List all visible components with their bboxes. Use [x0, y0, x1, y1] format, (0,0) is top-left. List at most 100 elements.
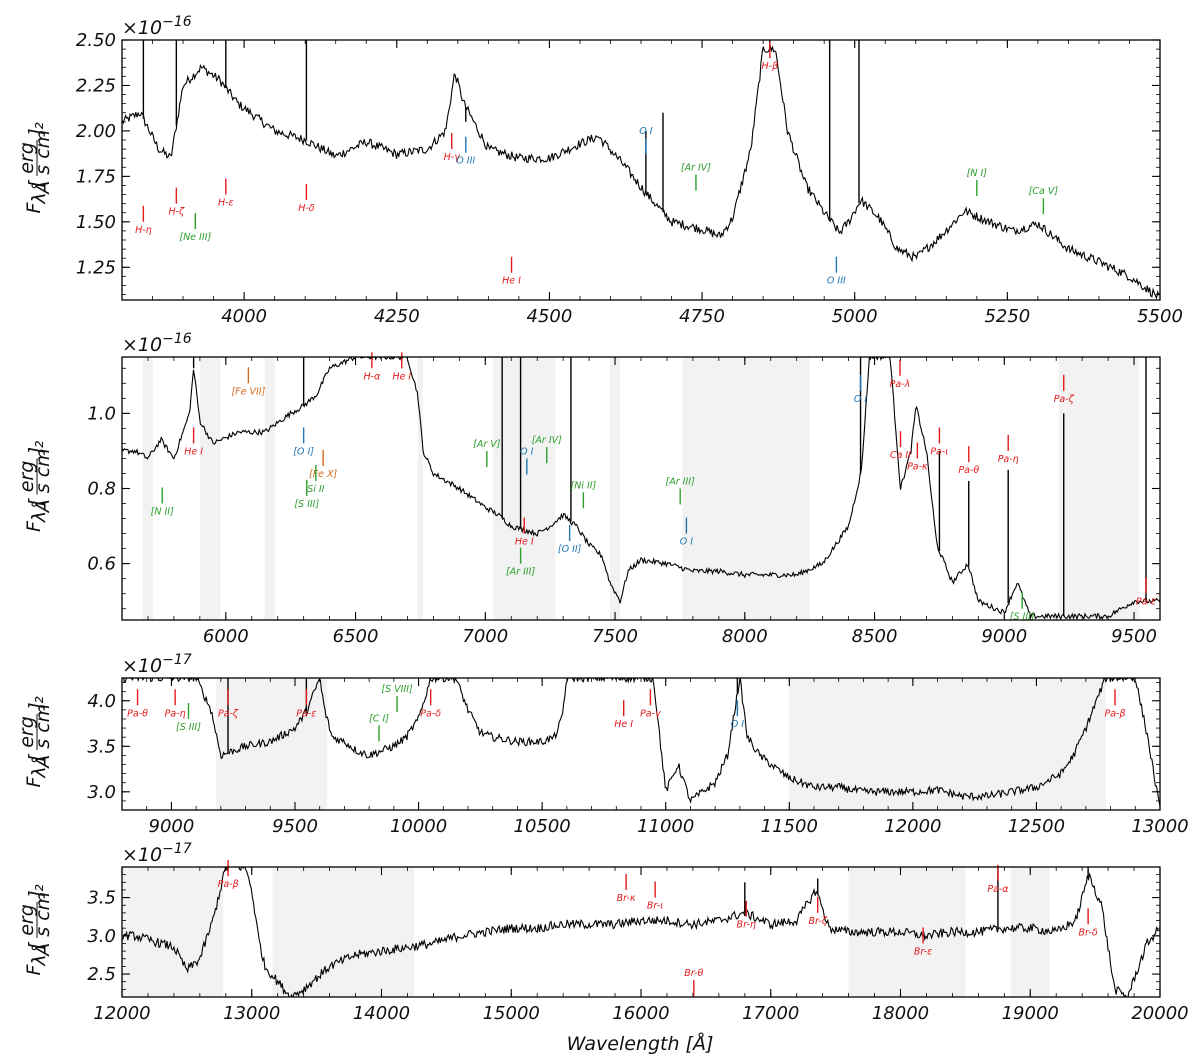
line-label: Pa-γ — [640, 708, 662, 719]
line-label: [Fe VII] — [231, 386, 265, 397]
svg-text:Å s cm²: Å s cm² — [31, 696, 54, 770]
y-tick-label: 2.50 — [76, 30, 116, 51]
line-label: Br-η — [737, 920, 756, 931]
line-label: Br-ι — [647, 901, 664, 912]
line-label: Ca II — [890, 450, 911, 461]
line-label: [Ar III] — [666, 477, 696, 488]
x-tick-label: 5250 — [984, 306, 1030, 327]
line-label: Pa-ε — [296, 708, 316, 719]
line-label: H-β — [762, 61, 779, 72]
line-label: [O II] — [558, 544, 582, 555]
line-label: O I — [854, 394, 867, 405]
masked-region — [789, 678, 1106, 810]
x-tick-label: 12500 — [1008, 816, 1065, 837]
line-label: [Ar III] — [506, 567, 536, 578]
svg-text:]: ] — [25, 447, 47, 455]
masked-region — [609, 357, 621, 620]
spectrum-panel-3: Pa-θ Pa-η [S III] Pa-ζ Pa-ε [C I] [S VIII] Pa-δ… — [16, 652, 1189, 837]
line-label: [S III] — [1010, 612, 1035, 623]
line-label: [Ca V] — [1029, 186, 1059, 197]
x-tick-label: 4750 — [679, 306, 725, 327]
svg-text:F: F — [23, 963, 45, 975]
masked-region — [1010, 867, 1050, 997]
line-label: Pa-θ — [958, 465, 979, 476]
axes-frame — [121, 39, 1161, 301]
x-tick-label: 4250 — [374, 306, 420, 327]
line-label: Br-θ — [684, 968, 703, 979]
spectrum-line — [123, 678, 1160, 807]
line-label: [S III] — [294, 499, 319, 510]
masked-region — [417, 357, 424, 620]
svg-text:[: [ — [25, 498, 47, 506]
y-multiplier: ×10−16 — [122, 14, 192, 39]
masked-region — [493, 357, 556, 620]
y-tick-label: 3.5 — [87, 888, 116, 909]
line-label: O III — [827, 276, 846, 287]
line-label: Pa-θ — [127, 708, 148, 719]
line-label: Pa-η — [165, 708, 186, 719]
x-axis-label: Wavelength [Å] — [567, 1032, 714, 1055]
line-label: Pa-α — [987, 884, 1009, 895]
x-tick-label: 18000 — [872, 1003, 929, 1024]
svg-text:erg: erg — [16, 904, 38, 936]
x-tick-label: 19000 — [1002, 1003, 1059, 1024]
svg-text:Å s cm²: Å s cm² — [31, 440, 54, 514]
x-tick-label: 13000 — [223, 1003, 280, 1024]
spectrum-panel-1: H-η H-ζ H-ε H-δ H-γ H-β O I O III [Ar IV] [Ne III… — [16, 14, 1183, 327]
svg-text:λ: λ — [28, 954, 50, 966]
masked-region — [122, 867, 224, 997]
line-label: O I — [731, 719, 744, 730]
line-label: He I — [392, 371, 411, 382]
line-label: O I — [639, 126, 652, 137]
x-tick-label: 9000 — [149, 816, 195, 837]
x-tick-label: 17000 — [742, 1003, 799, 1024]
x-tick-label: 16000 — [612, 1003, 669, 1024]
svg-text:]: ] — [25, 890, 47, 898]
line-label: He I — [184, 446, 203, 457]
x-tick-label: 6000 — [203, 626, 249, 647]
svg-text:]: ] — [25, 702, 47, 710]
x-tick-label: 7000 — [462, 626, 508, 647]
line-label: H-ε — [218, 198, 234, 209]
line-label: H-α — [363, 371, 381, 382]
x-tick-label: 11500 — [761, 816, 818, 837]
axes-frame — [121, 356, 1161, 621]
line-label: He I — [515, 537, 534, 548]
line-label: Pa-η — [998, 454, 1019, 465]
spectrum-panel-2: [Fe VII]H-α He IHe I[N II][O I][Fe X]Si I… — [16, 331, 1161, 647]
line-label: H-ζ — [168, 207, 185, 218]
masked-region — [682, 357, 810, 620]
x-tick-label: 20000 — [1131, 1003, 1188, 1024]
masked-region — [264, 357, 276, 620]
line-label: Pa-ι — [930, 446, 948, 457]
x-tick-label: 11000 — [637, 816, 694, 837]
spectrum-panel-4: Pa-β Br-κ Br-ι Br-θ Br-η Br-ζ Br-ε Pa-α Br-δ 1200… — [16, 841, 1189, 1024]
line-label: Pa-λ — [890, 379, 911, 390]
line-label: O III — [456, 156, 475, 167]
spectrum-line — [122, 45, 1160, 300]
line-label: [C I] — [369, 713, 389, 724]
svg-text:[: [ — [25, 754, 47, 762]
line-label: Pa-δ — [420, 708, 441, 719]
svg-text:[: [ — [25, 942, 47, 950]
line-label: [Fe X] — [309, 469, 338, 480]
y-tick-label: 3.0 — [87, 782, 116, 803]
x-tick-label: 5000 — [832, 306, 878, 327]
x-tick-label: 9500 — [1111, 626, 1157, 647]
line-label: Pa-ε — [1136, 597, 1156, 608]
line-label: He I — [502, 276, 521, 287]
svg-text:F: F — [23, 201, 45, 213]
x-tick-label: 12000 — [93, 1003, 150, 1024]
line-label: O I — [680, 537, 693, 548]
x-tick-label: 13000 — [1131, 816, 1188, 837]
masked-region — [199, 357, 221, 620]
svg-text:λ: λ — [28, 192, 50, 204]
line-label: [Ar IV] — [681, 163, 711, 174]
svg-text:F: F — [23, 520, 45, 532]
line-label: H-η — [135, 225, 152, 236]
x-tick-label: 8000 — [722, 626, 768, 647]
masked-region — [1058, 357, 1140, 620]
line-label: Pa-ζ — [218, 708, 239, 719]
line-label: Pa-κ — [907, 461, 928, 472]
